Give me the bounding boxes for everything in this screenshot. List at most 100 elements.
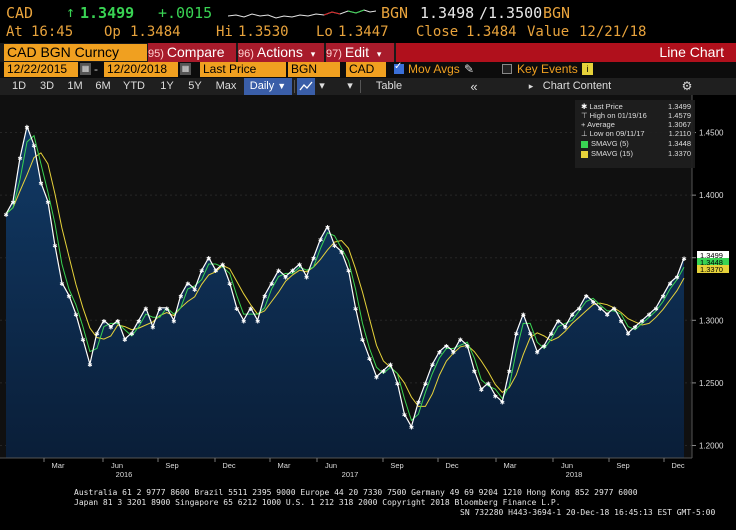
price-point-marker: ✱ [150, 323, 155, 332]
price-point-marker: ✱ [255, 316, 260, 325]
key-events-label: Key Events [517, 62, 578, 76]
price-area-fill [6, 126, 684, 459]
price-point-marker: ✱ [514, 329, 519, 338]
price-point-marker: ✱ [346, 266, 351, 275]
price-field-select[interactable]: Last Price [200, 62, 286, 77]
legend-low-label: Low on 09/11/17 [589, 129, 645, 138]
price-point-marker: ✱ [192, 285, 197, 294]
x-tick-label: Sep [165, 461, 178, 470]
price-point-marker: ✱ [311, 254, 316, 263]
panel-toggle-icon[interactable]: ▸ [528, 81, 534, 91]
price-point-marker: ✱ [668, 279, 673, 288]
price-point-marker: ✱ [528, 329, 533, 338]
line-chart-icon[interactable] [297, 78, 315, 95]
x-tick-label: Mar [504, 461, 517, 470]
price-point-marker: ✱ [465, 341, 470, 350]
chart-style-dropdown-icon[interactable]: ▾ [319, 80, 325, 92]
y-tick-label: 1.4000 [699, 191, 724, 200]
price-point-marker: ✱ [129, 329, 134, 338]
low-value: 1.3447 [338, 24, 389, 40]
price-point-marker: ✱ [353, 304, 358, 313]
period-1d[interactable]: 1D [11, 80, 27, 92]
frequency-label: Daily [249, 80, 275, 92]
price-point-marker: ✱ [633, 323, 638, 332]
chart-options-dropdown-icon[interactable]: ▾ [347, 80, 353, 92]
y-tick-label: 1.2500 [699, 379, 724, 388]
table-button[interactable]: Table [375, 80, 403, 92]
sma15-swatch [581, 150, 588, 158]
price-change: +.0015 [158, 4, 213, 22]
end-date-field[interactable]: 12/20/2018 [104, 62, 178, 77]
at-label: At [6, 24, 23, 40]
legend-average: + Average [581, 120, 615, 129]
at-time: 16:45 [31, 24, 74, 40]
price-point-marker: ✱ [143, 304, 148, 313]
security-field[interactable]: CAD BGN Curncy [4, 44, 147, 61]
period-5y[interactable]: 5Y [188, 80, 202, 92]
price-point-marker: ✱ [682, 254, 687, 263]
price-point-marker: ✱ [332, 241, 337, 250]
price-point-marker: ✱ [318, 235, 323, 244]
mov-avgs-checkbox[interactable] [394, 64, 404, 74]
high-value: 1.3530 [238, 24, 289, 40]
x-year-label: 2017 [342, 470, 359, 479]
currency-select-1[interactable]: BGN [288, 62, 340, 77]
period-ytd[interactable]: YTD [123, 80, 145, 92]
price-chart[interactable]: ✱✱✱✱✱✱✱✱✱✱✱✱✱✱✱✱✱✱✱✱✱✱✱ ✱✱✱✱✱✱✱✱✱✱✱✱✱✱✱✱✱… [0, 95, 736, 482]
legend-sma5: SMAVG (5) [581, 139, 629, 148]
price-point-marker: ✱ [367, 354, 372, 363]
divider-2 [360, 80, 361, 93]
price-point-marker: ✱ [416, 398, 421, 407]
chart-legend[interactable]: ✱ Last Price 1.3499 ⊤ High on 01/19/16 1… [575, 100, 695, 168]
start-date-field[interactable]: 12/22/2015 [4, 62, 78, 77]
collapse-panel-icon[interactable]: « [470, 79, 478, 94]
chart-content-label[interactable]: Chart Content [542, 80, 612, 92]
price-tag-label: 1.3448 [700, 258, 723, 267]
price-point-marker: ✱ [185, 279, 190, 288]
currency-select-2[interactable]: CAD [346, 62, 386, 77]
edit-dropdown-icon: ▾ [376, 49, 382, 59]
price-point-marker: ✱ [178, 291, 183, 300]
period-1m[interactable]: 1M [67, 80, 83, 92]
frequency-dropdown-icon: ▼ [277, 81, 287, 91]
actions-button[interactable]: 96) Actions ▾ [238, 43, 324, 62]
period-1y[interactable]: 1Y [160, 80, 174, 92]
currency-code-2: BGN [543, 4, 571, 22]
price-point-marker: ✱ [199, 266, 204, 275]
price-point-marker: ✱ [535, 348, 540, 357]
footer-contacts-1: Australia 61 2 9777 8600 Brazil 5511 239… [74, 488, 638, 497]
compare-label: Compare [166, 44, 225, 60]
legend-sma15: SMAVG (15) [581, 149, 633, 158]
x-year-label: 2016 [116, 470, 133, 479]
close-value: 1.3484 [466, 24, 517, 40]
period-6m[interactable]: 6M [95, 80, 111, 92]
compare-button[interactable]: 95) Compare [148, 43, 236, 62]
period-max[interactable]: Max [215, 80, 237, 92]
key-events-checkbox[interactable] [502, 64, 512, 74]
price-point-marker: ✱ [570, 310, 575, 319]
x-tick-label: Jun [111, 461, 123, 470]
frequency-select[interactable]: Daily ▼ [244, 78, 292, 95]
calendar-icon-2[interactable]: ▦ [180, 63, 191, 75]
actions-label: Actions [256, 44, 303, 60]
pencil-icon[interactable]: ✎ [464, 62, 475, 76]
price-point-marker: ✱ [94, 329, 99, 338]
info-icon[interactable]: i [582, 63, 593, 75]
price-point-marker: ✱ [486, 379, 491, 388]
footer: Australia 61 2 9777 8600 Brazil 5511 239… [0, 486, 736, 530]
price-point-marker: ✱ [360, 335, 365, 344]
price-point-marker: ✱ [46, 197, 51, 206]
period-3d[interactable]: 3D [39, 80, 55, 92]
price-tag-label: 1.3370 [700, 265, 723, 274]
price-point-marker: ✱ [591, 298, 596, 307]
edit-button[interactable]: 97) Edit ▾ [326, 43, 394, 62]
legend-last-price-label: Last Price [589, 102, 623, 111]
calendar-icon[interactable]: ▦ [80, 63, 91, 75]
price-point-marker: ✱ [101, 316, 106, 325]
price-point-marker: ✱ [444, 341, 449, 350]
x-tick-label: Mar [278, 461, 291, 470]
gear-icon[interactable]: ⚙ [681, 79, 693, 93]
price-point-marker: ✱ [472, 366, 477, 375]
price-tag-bg [697, 258, 729, 266]
price-point-marker: ✱ [577, 304, 582, 313]
